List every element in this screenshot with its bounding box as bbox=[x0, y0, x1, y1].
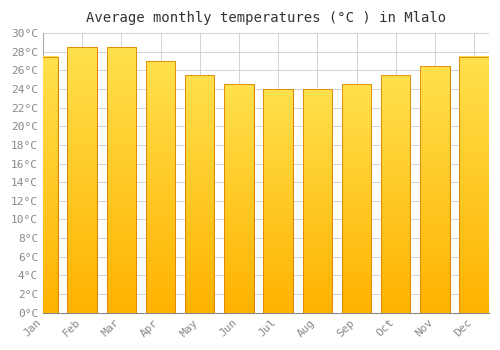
Bar bbox=[28, 56, 58, 313]
Bar bbox=[381, 75, 410, 313]
Bar bbox=[185, 75, 214, 313]
Bar bbox=[264, 89, 293, 313]
Bar bbox=[68, 47, 97, 313]
Bar bbox=[106, 47, 136, 313]
Bar bbox=[264, 89, 293, 313]
Bar bbox=[146, 61, 176, 313]
Bar bbox=[420, 66, 450, 313]
Bar bbox=[224, 84, 254, 313]
Bar bbox=[68, 47, 97, 313]
Bar bbox=[381, 75, 410, 313]
Bar bbox=[460, 56, 489, 313]
Bar bbox=[420, 66, 450, 313]
Bar bbox=[302, 89, 332, 313]
Title: Average monthly temperatures (°C ) in Mlalo: Average monthly temperatures (°C ) in Ml… bbox=[86, 11, 446, 25]
Bar bbox=[342, 84, 372, 313]
Bar bbox=[106, 47, 136, 313]
Bar bbox=[342, 84, 372, 313]
Bar bbox=[460, 56, 489, 313]
Bar bbox=[302, 89, 332, 313]
Bar bbox=[28, 56, 58, 313]
Bar bbox=[224, 84, 254, 313]
Bar bbox=[185, 75, 214, 313]
Bar bbox=[146, 61, 176, 313]
